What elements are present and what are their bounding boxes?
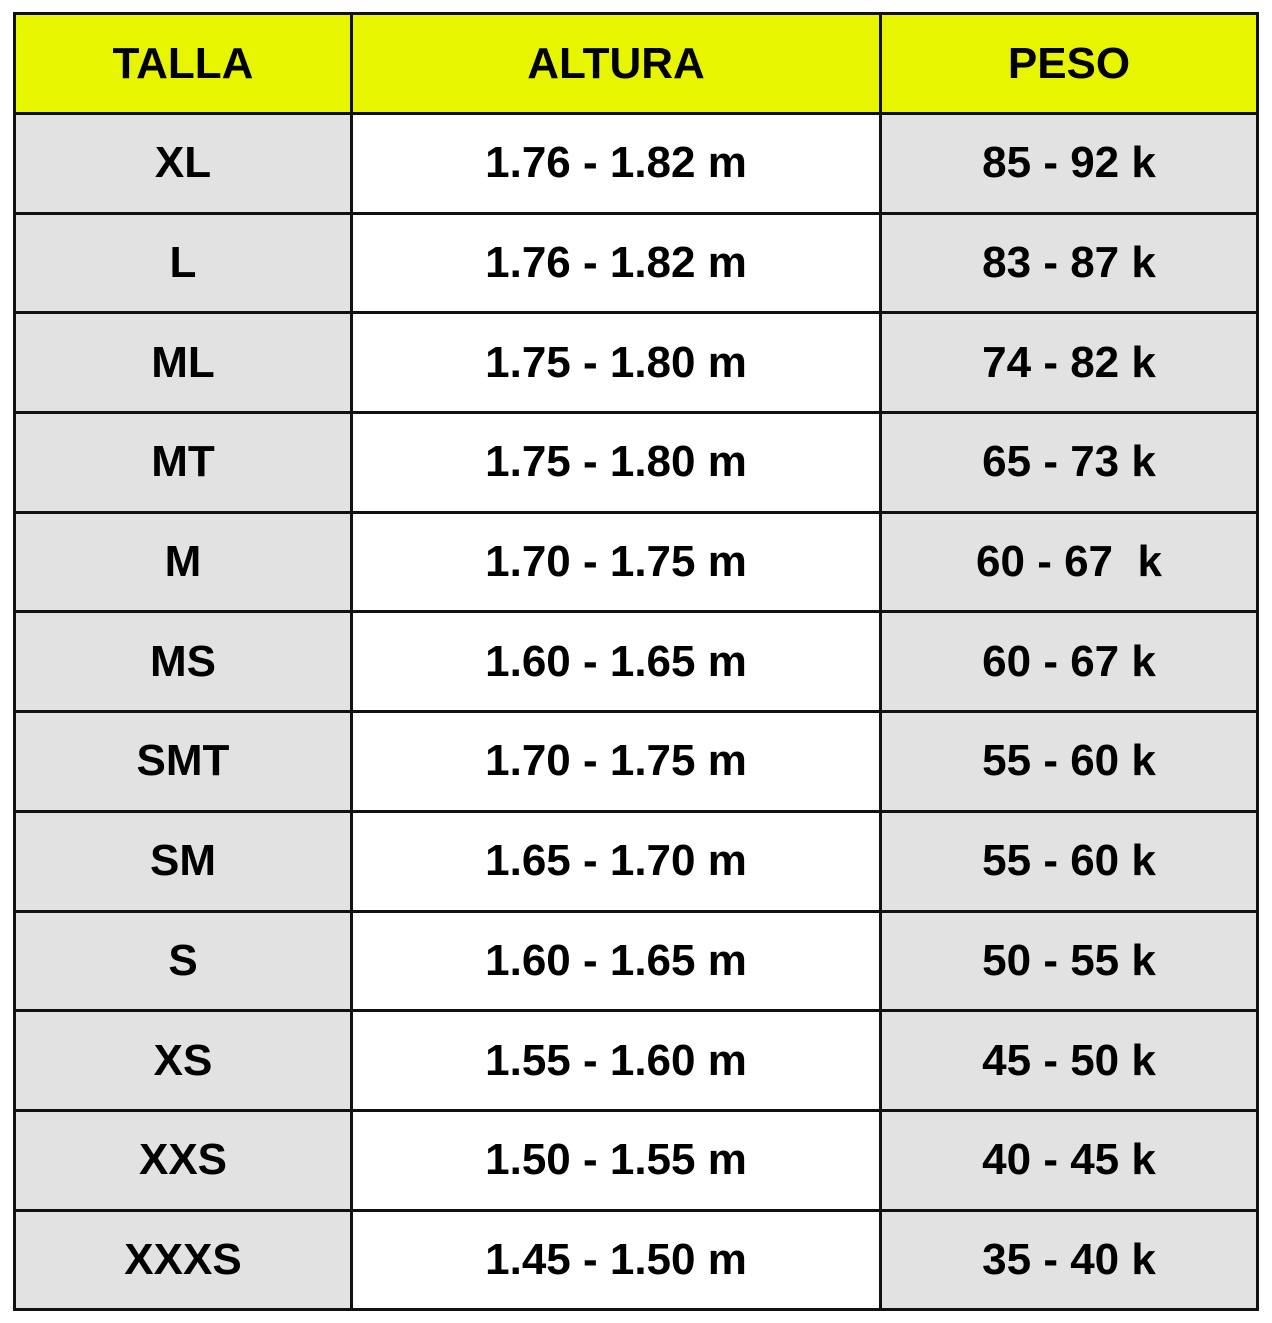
table-row: XS 1.55 - 1.60 m 45 - 50 k bbox=[13, 1009, 1259, 1112]
cell-talla: M bbox=[13, 510, 353, 614]
header-talla: TALLA bbox=[13, 12, 353, 115]
cell-peso: 35 - 40 k bbox=[879, 1208, 1259, 1312]
cell-peso: 55 - 60 k bbox=[879, 809, 1259, 913]
size-chart-table: TALLA ALTURA PESO XL 1.76 - 1.82 m 85 - … bbox=[13, 12, 1259, 1312]
cell-altura: 1.75 - 1.80 m bbox=[350, 411, 882, 514]
table-row: SM 1.65 - 1.70 m 55 - 60 k bbox=[13, 809, 1259, 913]
cell-altura: 1.76 - 1.82 m bbox=[350, 112, 882, 215]
cell-peso: 50 - 55 k bbox=[879, 909, 1259, 1013]
table-row: SMT 1.70 - 1.75 m 55 - 60 k bbox=[13, 710, 1259, 813]
header-peso: PESO bbox=[879, 12, 1259, 115]
cell-talla: XL bbox=[13, 112, 353, 215]
cell-talla: XXS bbox=[13, 1108, 353, 1212]
table-row: S 1.60 - 1.65 m 50 - 55 k bbox=[13, 909, 1259, 1013]
table-header: TALLA ALTURA PESO bbox=[13, 12, 1259, 115]
table-row: MS 1.60 - 1.65 m 60 - 67 k bbox=[13, 610, 1259, 714]
table-row: XXS 1.50 - 1.55 m 40 - 45 k bbox=[13, 1108, 1259, 1212]
cell-talla: XS bbox=[13, 1009, 353, 1112]
cell-peso: 83 - 87 k bbox=[879, 211, 1259, 315]
cell-talla: ML bbox=[13, 311, 353, 415]
cell-peso: 60 - 67 k bbox=[879, 610, 1259, 714]
cell-talla: MS bbox=[13, 610, 353, 714]
cell-peso: 55 - 60 k bbox=[879, 710, 1259, 813]
cell-altura: 1.70 - 1.75 m bbox=[350, 510, 882, 614]
table-body: XL 1.76 - 1.82 m 85 - 92 k L 1.76 - 1.82… bbox=[13, 112, 1259, 1312]
cell-peso: 74 - 82 k bbox=[879, 311, 1259, 415]
cell-talla: L bbox=[13, 211, 353, 315]
cell-altura: 1.60 - 1.65 m bbox=[350, 610, 882, 714]
cell-talla: SMT bbox=[13, 710, 353, 813]
cell-talla: S bbox=[13, 909, 353, 1013]
cell-talla: MT bbox=[13, 411, 353, 514]
table-row: XL 1.76 - 1.82 m 85 - 92 k bbox=[13, 112, 1259, 215]
cell-altura: 1.50 - 1.55 m bbox=[350, 1108, 882, 1212]
cell-peso: 65 - 73 k bbox=[879, 411, 1259, 514]
cell-altura: 1.65 - 1.70 m bbox=[350, 809, 882, 913]
table-row: ML 1.75 - 1.80 m 74 - 82 k bbox=[13, 311, 1259, 415]
cell-altura: 1.60 - 1.65 m bbox=[350, 909, 882, 1013]
header-row: TALLA ALTURA PESO bbox=[13, 12, 1259, 115]
table-row: MT 1.75 - 1.80 m 65 - 73 k bbox=[13, 411, 1259, 514]
table-row: M 1.70 - 1.75 m 60 - 67 k bbox=[13, 510, 1259, 614]
cell-talla: SM bbox=[13, 809, 353, 913]
cell-altura: 1.45 - 1.50 m bbox=[350, 1208, 882, 1312]
table-row: L 1.76 - 1.82 m 83 - 87 k bbox=[13, 211, 1259, 315]
cell-altura: 1.76 - 1.82 m bbox=[350, 211, 882, 315]
cell-peso: 60 - 67 k bbox=[879, 510, 1259, 614]
cell-talla: XXXS bbox=[13, 1208, 353, 1312]
cell-altura: 1.75 - 1.80 m bbox=[350, 311, 882, 415]
cell-peso: 40 - 45 k bbox=[879, 1108, 1259, 1212]
cell-peso: 45 - 50 k bbox=[879, 1009, 1259, 1112]
cell-peso: 85 - 92 k bbox=[879, 112, 1259, 215]
header-altura: ALTURA bbox=[350, 12, 882, 115]
cell-altura: 1.55 - 1.60 m bbox=[350, 1009, 882, 1112]
cell-altura: 1.70 - 1.75 m bbox=[350, 710, 882, 813]
table-row: XXXS 1.45 - 1.50 m 35 - 40 k bbox=[13, 1208, 1259, 1312]
